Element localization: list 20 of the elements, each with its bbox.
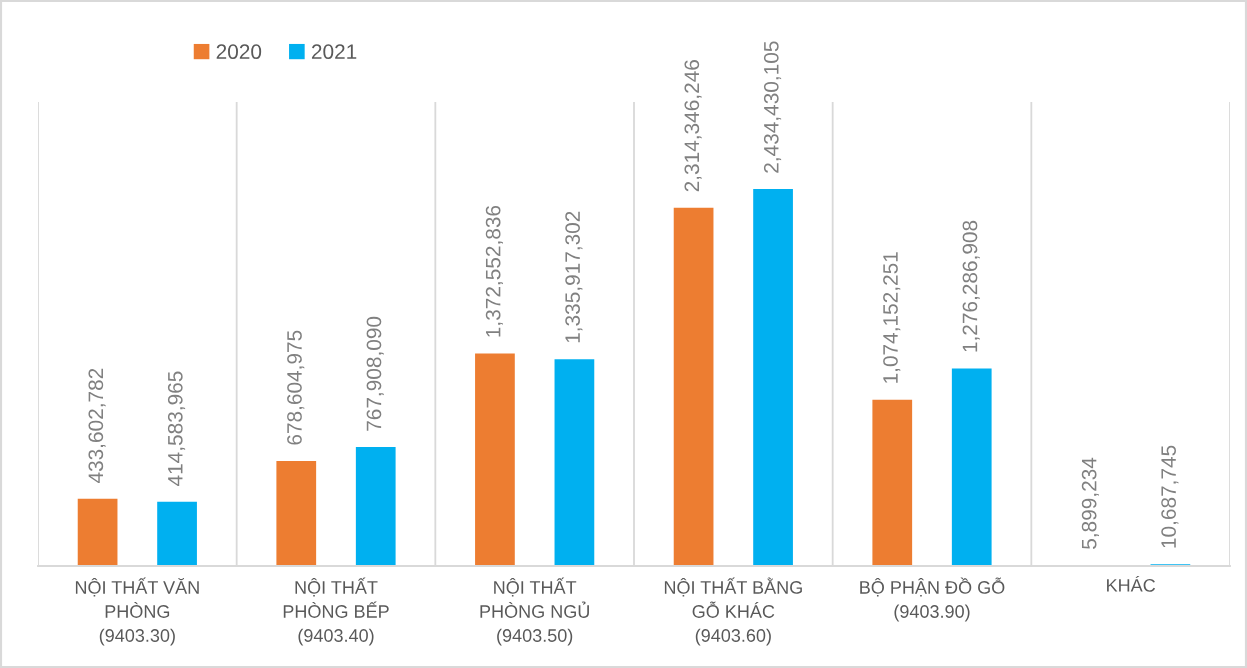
data-label: 10,687,745 [1161, 445, 1179, 548]
x-tick-label: BỘ PHẬN ĐỒ GỖ (9403.90) [860, 577, 1005, 622]
data-label: 414,583,965 [167, 371, 186, 487]
data-label: 2,314,346,246 [684, 60, 702, 192]
data-label: 5,899,234 [1081, 457, 1099, 549]
legend-label: 2021 [311, 44, 357, 60]
data-label: 1,335,917,302 [565, 211, 583, 343]
x-tick-label: NỘI THẤT VĂN PHÒNG (9403.30) [75, 577, 199, 646]
data-label: 678,604,975 [287, 330, 305, 445]
data-label: 1,074,152,251 [883, 252, 901, 383]
x-tick-label: NỘI THẤT PHÒNG NGỦ (9403.50) [480, 577, 589, 646]
x-tick-label: KHÁC [1107, 575, 1156, 592]
data-label: 2,434,430,105 [763, 41, 782, 173]
data-label: 433,602,782 [88, 368, 106, 484]
x-tick-label: NỘI THẤT PHÒNG BẾP (9403.40) [283, 577, 389, 646]
data-label: 767,908,090 [366, 316, 384, 431]
data-label: 1,372,552,836 [485, 205, 503, 337]
data-label: 1,276,286,908 [962, 220, 980, 352]
legend-label: 2020 [216, 44, 262, 60]
x-tick-label: NỘI THẤT BẰNG GỖ KHÁC (9403.60) [664, 577, 802, 646]
